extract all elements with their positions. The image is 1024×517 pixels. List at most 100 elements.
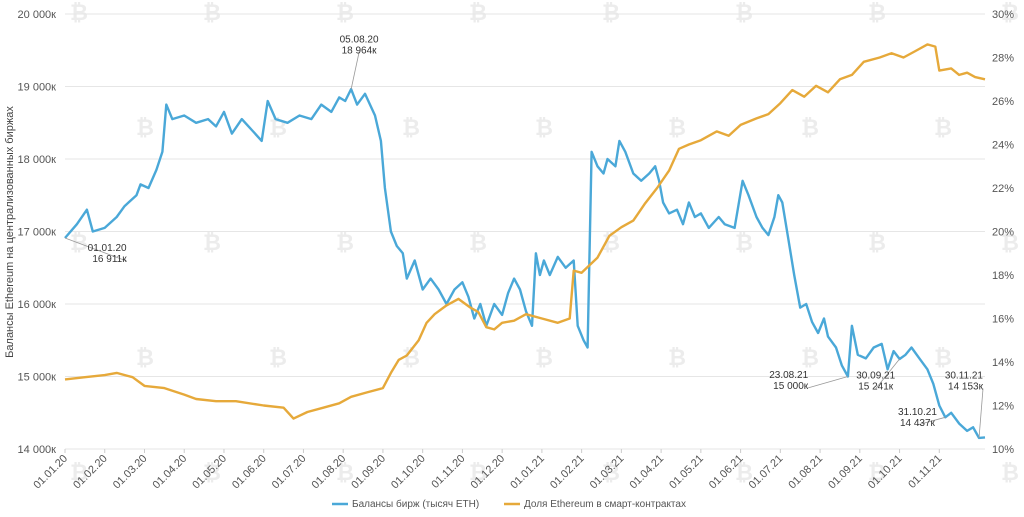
- watermark-layer: ₿₿₿₿₿₿₿₿₿₿₿₿₿₿₿₿₿₿₿₿₿₿₿₿₿₿₿₿₿₿₿₿₿₿₿₿₿₿₿₿: [70, 0, 1019, 485]
- watermark-glyph: ₿: [602, 0, 620, 25]
- watermark-glyph: ₿: [136, 345, 154, 370]
- y-left-tick-label: 18 000к: [18, 154, 57, 166]
- watermark-glyph: ₿: [1001, 0, 1019, 25]
- y-right-tick-label: 18%: [992, 270, 1014, 282]
- x-tick-label: 01.03.20: [111, 453, 150, 492]
- watermark-glyph: ₿: [868, 0, 886, 25]
- x-tick-label: 01.04.20: [151, 453, 190, 492]
- annotation-date: 30.09.21: [856, 371, 895, 382]
- watermark-glyph: ₿: [801, 345, 819, 370]
- annotation-date: 30.11.21: [945, 371, 984, 382]
- legend-label-smart-contract-share: Доля Ethereum в смарт-контрактах: [524, 499, 686, 510]
- watermark-glyph: ₿: [535, 345, 553, 370]
- watermark-glyph: ₿: [868, 230, 886, 255]
- annotation-value: 14 153к: [948, 382, 984, 393]
- watermark-glyph: ₿: [934, 345, 952, 370]
- x-tick-label: 01.10.20: [389, 453, 428, 492]
- watermark-glyph: ₿: [469, 460, 487, 485]
- annotation-value: 16 911к: [92, 254, 127, 265]
- y-right-tick-label: 20%: [992, 227, 1014, 239]
- series-line-smart-contract-share: [64, 43, 986, 420]
- watermark-glyph: ₿: [668, 345, 686, 370]
- x-tick-label: 01.09.20: [349, 453, 388, 492]
- x-tick-label: 01.04.21: [627, 453, 666, 492]
- watermark-glyph: ₿: [602, 230, 620, 255]
- watermark-glyph: ₿: [336, 230, 354, 255]
- x-axis: 01.01.20 01.02.20 01.03.20 01.04.20 01.05.20…: [31, 449, 944, 491]
- y-axis-right: 10% 12% 14% 16% 18% 20% 22% 24% 26% 28% 30%: [992, 9, 1014, 456]
- watermark-glyph: ₿: [203, 0, 221, 25]
- annotation-leader: [350, 52, 360, 90]
- y-right-tick-label: 30%: [992, 9, 1014, 21]
- annotation-date: 05.08.20: [340, 34, 379, 45]
- watermark-glyph: ₿: [668, 115, 686, 140]
- series-layer: [64, 43, 986, 440]
- y-left-tick-label: 14 000к: [18, 444, 57, 456]
- watermark-glyph: ₿: [336, 0, 354, 25]
- annotation-date: 31.10.21: [898, 407, 937, 418]
- watermark-glyph: ₿: [602, 460, 620, 485]
- x-tick-label: 01.08.21: [786, 453, 825, 492]
- watermark-glyph: ₿: [535, 115, 553, 140]
- y-left-tick-label: 19 000к: [18, 82, 57, 94]
- x-tick-label: 01.01.21: [508, 453, 547, 492]
- annotation-value: 15 241к: [858, 382, 894, 393]
- watermark-glyph: ₿: [203, 460, 221, 485]
- watermark-glyph: ₿: [868, 460, 886, 485]
- watermark-glyph: ₿: [402, 345, 420, 370]
- x-tick-label: 01.09.21: [826, 453, 865, 492]
- x-tick-label: 01.06.20: [230, 453, 269, 492]
- watermark-glyph: ₿: [70, 230, 88, 255]
- annotation-date: 23.08.21: [769, 370, 808, 381]
- watermark-glyph: ₿: [402, 115, 420, 140]
- watermark-glyph: ₿: [136, 115, 154, 140]
- watermark-glyph: ₿: [735, 230, 753, 255]
- legend-label-exchange-balances: Балансы бирж (тысяч ETH): [352, 498, 479, 510]
- annotation-leader: [917, 416, 946, 426]
- y-right-tick-label: 22%: [992, 183, 1014, 195]
- y-right-tick-label: 14%: [992, 357, 1014, 369]
- watermark-glyph: ₿: [336, 460, 354, 485]
- watermark-glyph: ₿: [203, 230, 221, 255]
- watermark-glyph: ₿: [269, 345, 287, 370]
- legend: Балансы бирж (тысяч ETH) Доля Ethereum в…: [332, 498, 686, 510]
- y-right-tick-label: 10%: [992, 444, 1014, 456]
- annotation-leader: [64, 237, 127, 262]
- x-tick-label: 01.03.21: [588, 453, 627, 492]
- annotation-value: 15 000к: [773, 381, 809, 392]
- y-right-tick-label: 12%: [992, 401, 1014, 413]
- annotation-date: 01.01.20: [88, 243, 127, 254]
- y-right-tick-label: 16%: [992, 314, 1014, 326]
- series-line-exchange-balances: [64, 87, 986, 440]
- annotation-leader: [875, 358, 900, 389]
- x-tick-label: 01.02.21: [548, 453, 587, 492]
- grid: [65, 13, 985, 450]
- watermark-glyph: ₿: [70, 0, 88, 25]
- y-left-tick-label: 16 000к: [18, 299, 57, 311]
- y-right-tick-label: 24%: [992, 140, 1014, 152]
- y-left-tick-label: 17 000к: [18, 227, 57, 239]
- annotation-value: 14 437к: [900, 418, 936, 429]
- watermark-glyph: ₿: [934, 115, 952, 140]
- watermark-glyph: ₿: [1001, 460, 1019, 485]
- x-tick-label: 01.01.20: [31, 453, 70, 492]
- watermark-glyph: ₿: [469, 0, 487, 25]
- x-tick-label: 01.11.21: [906, 453, 944, 491]
- watermark-glyph: ₿: [469, 230, 487, 255]
- x-tick-label: 01.05.20: [190, 453, 229, 492]
- annotation-value: 18 964к: [342, 45, 378, 56]
- annotation-leader: [808, 376, 849, 389]
- y-right-tick-label: 26%: [992, 96, 1014, 108]
- x-tick-label: 01.11.20: [429, 453, 467, 491]
- y-left-tick-label: 20 000к: [18, 9, 57, 21]
- y-right-tick-label: 28%: [992, 53, 1014, 65]
- y-left-tick-label: 15 000к: [18, 372, 57, 384]
- watermark-glyph: ₿: [735, 460, 753, 485]
- y-axis-title: Балансы Ethereum на централизованных бир…: [4, 106, 16, 358]
- annotation-leader: [978, 388, 984, 438]
- x-tick-label: 01.05.21: [667, 453, 706, 492]
- y-axis-left: 14 000к 15 000к 16 000к 17 000к 18 000к 19 00…: [18, 9, 57, 456]
- watermark-glyph: ₿: [801, 115, 819, 140]
